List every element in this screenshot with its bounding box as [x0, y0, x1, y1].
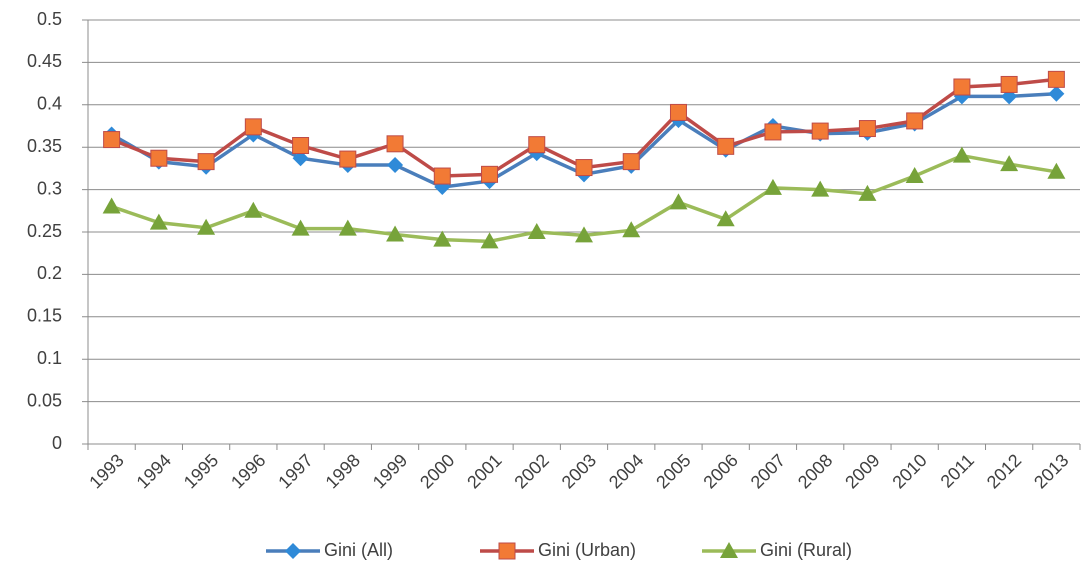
data-point [433, 230, 452, 247]
x-tick-label: 2007 [747, 450, 789, 492]
x-tick-label: 2013 [1030, 450, 1072, 492]
data-point [858, 184, 877, 201]
data-point [622, 153, 640, 171]
data-point [669, 103, 687, 121]
data-point [716, 210, 735, 227]
x-tick-label: 1998 [322, 450, 364, 492]
data-point [102, 197, 121, 214]
data-point [339, 150, 357, 168]
x-tick-label: 2004 [605, 450, 647, 492]
data-point [669, 193, 688, 210]
data-point [387, 157, 404, 174]
x-tick-label: 2003 [558, 450, 600, 492]
data-point [1047, 162, 1066, 179]
data-point [858, 120, 876, 138]
data-point [292, 137, 310, 155]
data-point [149, 213, 168, 230]
x-tick-label: 1993 [85, 450, 127, 492]
x-tick-label: 2006 [699, 450, 741, 492]
y-tick-label: 0.4 [37, 94, 62, 114]
data-point [244, 118, 262, 136]
data-point [906, 112, 924, 130]
y-tick-label: 0 [52, 433, 62, 453]
data-point [811, 122, 829, 140]
x-tick-label: 2001 [463, 450, 505, 492]
data-point [953, 78, 971, 96]
data-point [575, 159, 593, 177]
data-point [528, 136, 546, 154]
y-tick-label: 0.2 [37, 263, 62, 283]
x-tick-label: 1997 [274, 450, 316, 492]
legend-marker [498, 542, 516, 560]
data-point [386, 225, 405, 242]
data-point [622, 221, 641, 238]
legend-label: Gini (All) [324, 540, 393, 560]
x-tick-label: 1996 [227, 450, 269, 492]
x-tick-label: 2011 [937, 450, 979, 492]
data-point [197, 153, 215, 171]
data-point [244, 201, 263, 218]
legend-marker [720, 542, 738, 558]
data-point [717, 137, 735, 155]
x-tick-label: 2000 [416, 450, 458, 492]
data-point [575, 226, 593, 243]
x-tick-label: 2008 [794, 450, 836, 492]
legend-label: Gini (Rural) [760, 540, 852, 560]
data-point [291, 219, 310, 236]
y-tick-label: 0.35 [27, 136, 62, 156]
x-tick-label: 1994 [133, 450, 175, 492]
y-tick-label: 0.15 [27, 306, 62, 326]
y-tick-label: 0.5 [37, 9, 62, 29]
data-point [527, 223, 546, 239]
y-tick-label: 0.3 [37, 178, 62, 198]
data-point [433, 167, 451, 185]
y-tick-label: 0.1 [37, 348, 62, 368]
data-point [952, 146, 971, 163]
data-point [150, 149, 168, 167]
x-tick-label: 2009 [841, 450, 883, 492]
x-tick-label: 2010 [888, 450, 930, 492]
x-tick-label: 2002 [510, 450, 552, 492]
data-point [764, 123, 782, 141]
data-point [905, 167, 924, 184]
x-tick-label: 1995 [180, 450, 222, 492]
data-point [338, 219, 357, 236]
y-tick-label: 0.05 [27, 390, 62, 410]
x-tick-label: 1999 [369, 450, 411, 492]
data-point [1048, 85, 1065, 102]
data-point [292, 150, 309, 167]
data-point [197, 218, 216, 235]
y-tick-label: 0.45 [27, 51, 62, 71]
data-point [481, 165, 499, 183]
data-point [1000, 75, 1018, 93]
data-point [386, 135, 404, 153]
legend-label: Gini (Urban) [538, 540, 636, 560]
data-point [763, 178, 782, 195]
data-point [1047, 70, 1065, 88]
x-tick-label: 2005 [652, 450, 694, 492]
legend-marker [285, 543, 301, 559]
data-point [1000, 155, 1019, 172]
y-tick-label: 0.25 [27, 221, 62, 241]
data-point [811, 180, 830, 197]
data-point [480, 232, 499, 249]
x-tick-label: 2012 [983, 450, 1025, 492]
data-point [103, 131, 121, 149]
